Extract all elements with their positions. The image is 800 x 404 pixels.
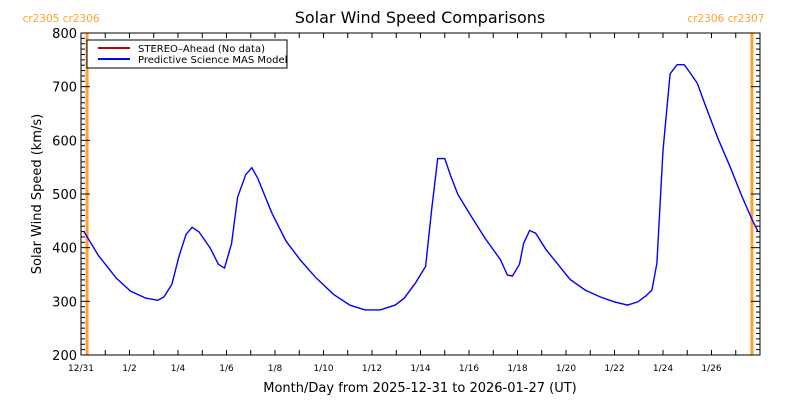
- x-tick-label: 1/24: [653, 364, 673, 374]
- y-tick-label: 800: [52, 27, 77, 42]
- x-tick-label: 1/8: [268, 364, 283, 374]
- legend-label-mas: Predictive Science MAS Model: [138, 55, 287, 66]
- legend-box: [86, 39, 288, 69]
- x-tick-label: 1/6: [219, 364, 234, 374]
- y-tick-label: 500: [52, 188, 77, 203]
- y-axis-label: Solar Wind Speed (km/s): [30, 114, 45, 274]
- x-tick-label: 1/2: [122, 364, 136, 374]
- x-axis-label: Month/Day from 2025-12-31 to 2026-01-27 …: [263, 381, 576, 396]
- plot-frame: [80, 32, 761, 356]
- x-tick-label: 1/4: [171, 364, 186, 374]
- x-tick-label: 1/20: [556, 364, 576, 374]
- y-tick-label: 700: [52, 81, 77, 96]
- chart-title: Solar Wind Speed Comparisons: [295, 8, 546, 27]
- legend-label-stereo: STEREO–Ahead (No data): [138, 44, 265, 55]
- x-tick-label: 1/14: [410, 364, 430, 374]
- x-tick-label: 1/18: [507, 364, 527, 374]
- x-tick-label: 1/16: [459, 364, 479, 374]
- series-line-1: [83, 63, 759, 311]
- y-tick-label: 300: [52, 295, 77, 310]
- x-tick-label: 12/31: [68, 364, 94, 374]
- y-tick-label: 200: [52, 349, 77, 364]
- y-tick-label: 600: [52, 134, 77, 149]
- x-tick-label: 1/12: [362, 364, 382, 374]
- y-tick-label: 400: [52, 242, 77, 257]
- legend: STEREO–Ahead (No data) Predictive Scienc…: [86, 39, 288, 69]
- x-tick-label: 1/22: [604, 364, 624, 374]
- x-tick-label: 1/26: [701, 364, 721, 374]
- x-tick-label: 1/10: [313, 364, 333, 374]
- carrington-marker-label: cr2305 cr2306: [23, 13, 100, 25]
- carrington-marker-label: cr2306 cr2307: [687, 13, 764, 25]
